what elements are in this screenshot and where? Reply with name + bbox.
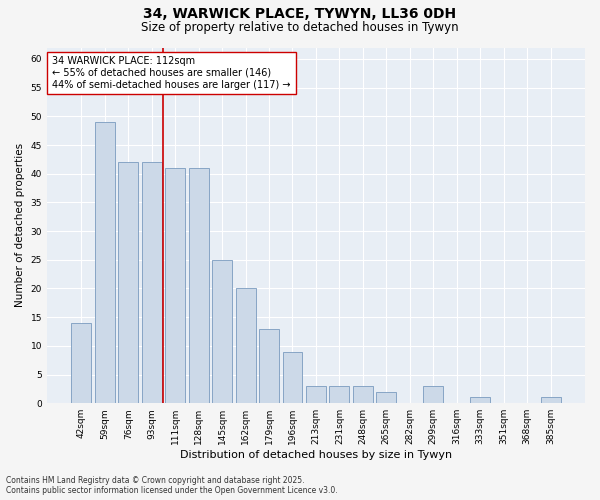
Text: 34 WARWICK PLACE: 112sqm
← 55% of detached houses are smaller (146)
44% of semi-: 34 WARWICK PLACE: 112sqm ← 55% of detach… — [52, 56, 291, 90]
Bar — [470, 398, 490, 403]
Text: 34, WARWICK PLACE, TYWYN, LL36 0DH: 34, WARWICK PLACE, TYWYN, LL36 0DH — [143, 8, 457, 22]
Y-axis label: Number of detached properties: Number of detached properties — [15, 144, 25, 308]
Bar — [353, 386, 373, 403]
Bar — [541, 398, 560, 403]
Bar — [165, 168, 185, 403]
Bar — [283, 352, 302, 403]
Text: Size of property relative to detached houses in Tywyn: Size of property relative to detached ho… — [141, 21, 459, 34]
Bar — [329, 386, 349, 403]
Bar — [95, 122, 115, 403]
Bar — [423, 386, 443, 403]
Bar — [71, 323, 91, 403]
Text: Contains HM Land Registry data © Crown copyright and database right 2025.
Contai: Contains HM Land Registry data © Crown c… — [6, 476, 338, 495]
Bar — [236, 288, 256, 403]
Bar — [118, 162, 138, 403]
Bar — [142, 162, 162, 403]
X-axis label: Distribution of detached houses by size in Tywyn: Distribution of detached houses by size … — [180, 450, 452, 460]
Bar — [306, 386, 326, 403]
Bar — [212, 260, 232, 403]
Bar — [376, 392, 397, 403]
Bar — [188, 168, 209, 403]
Bar — [259, 328, 279, 403]
